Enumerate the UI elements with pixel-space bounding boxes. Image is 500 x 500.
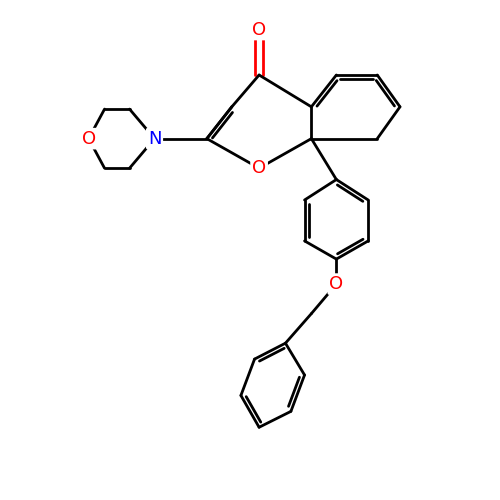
Text: O: O [252,20,266,38]
Text: O: O [252,159,266,177]
Text: O: O [330,275,344,293]
Text: O: O [82,130,96,148]
Text: N: N [148,130,162,148]
